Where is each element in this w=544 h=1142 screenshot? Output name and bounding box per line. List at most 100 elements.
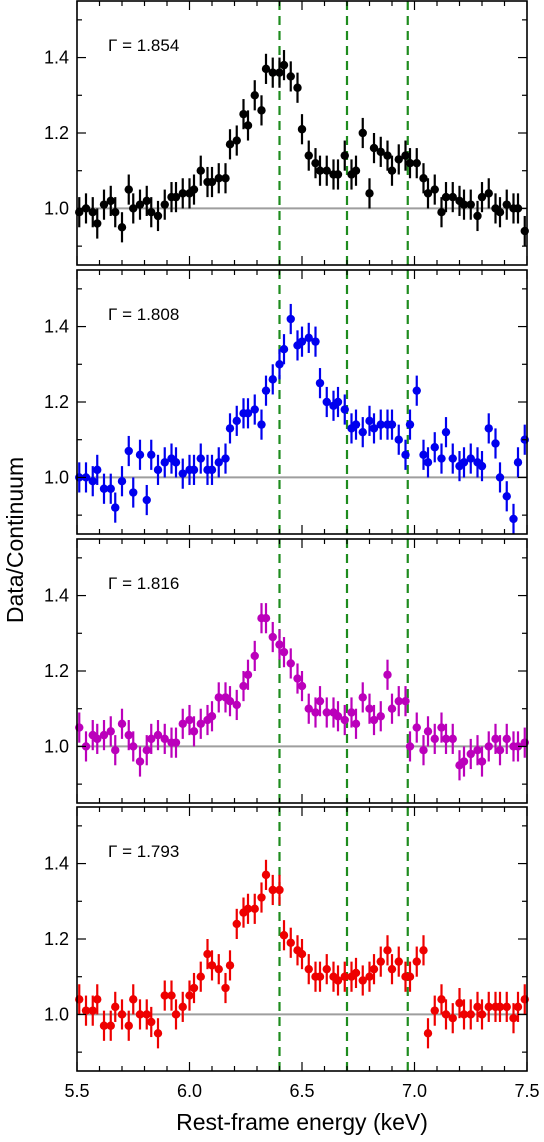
data-point (387, 964, 397, 974)
data-point (135, 1010, 145, 1019)
data-point (117, 719, 127, 728)
data-point (405, 972, 415, 981)
data-point (147, 208, 156, 217)
data-point (93, 995, 102, 1004)
data-point (297, 337, 307, 346)
data-point (430, 734, 439, 744)
x-tick-label: 5.5 (64, 1081, 89, 1101)
data-point (333, 976, 343, 985)
data-point (365, 972, 374, 981)
y-tick-label: 1.4 (44, 854, 69, 874)
data-point (387, 166, 397, 175)
data-point (214, 458, 223, 467)
data-point (106, 727, 115, 736)
data-point (333, 170, 343, 179)
data-point (243, 670, 253, 679)
data-point (214, 964, 223, 974)
data-point (178, 719, 187, 728)
data-point (250, 904, 259, 914)
data-point (311, 158, 320, 168)
data-point (441, 734, 451, 744)
x-tick-label: 7.5 (514, 1081, 539, 1101)
data-point (243, 409, 253, 418)
data-point (423, 1029, 433, 1038)
data-point (275, 885, 284, 895)
data-point (484, 189, 493, 198)
data-point (147, 734, 156, 744)
data-point (207, 961, 217, 970)
data-point (239, 681, 248, 691)
y-tick-label: 1.0 (44, 467, 69, 487)
data-point (423, 458, 433, 467)
data-point (142, 495, 151, 505)
data-point (268, 375, 277, 384)
data-point (275, 360, 284, 369)
data-point (279, 60, 289, 70)
data-point (459, 200, 469, 209)
data-point (268, 632, 277, 642)
data-point (297, 949, 307, 959)
data-point (351, 166, 361, 175)
data-point (196, 454, 205, 463)
data-point (124, 185, 133, 194)
data-point (178, 1002, 187, 1012)
data-point (106, 196, 115, 206)
data-point (394, 155, 403, 164)
data-point (405, 158, 415, 168)
data-point (466, 1010, 475, 1019)
data-point (311, 708, 320, 717)
data-point (340, 405, 349, 414)
data-point (419, 450, 428, 459)
data-point (268, 68, 277, 77)
data-point (495, 208, 505, 217)
data-point (473, 1002, 482, 1012)
data-point (261, 386, 271, 395)
data-point (430, 443, 439, 452)
data-point (129, 488, 138, 497)
data-point (88, 208, 97, 217)
data-point (160, 734, 169, 744)
data-point (189, 727, 199, 736)
data-point (412, 158, 421, 168)
data-point (437, 208, 446, 217)
data-point (304, 704, 313, 713)
data-point (142, 196, 151, 206)
data-point (315, 378, 325, 388)
data-point (286, 72, 295, 81)
data-point (304, 964, 313, 974)
data-point (135, 450, 145, 459)
data-point (466, 200, 475, 209)
data-point (196, 166, 205, 175)
data-point (340, 972, 349, 981)
data-point (261, 614, 271, 623)
data-point (412, 386, 421, 395)
data-point (243, 121, 253, 130)
data-point (412, 723, 421, 732)
data-point (293, 674, 302, 683)
data-point (279, 345, 289, 354)
data-point (315, 972, 325, 981)
data-point (437, 995, 446, 1004)
data-point (111, 208, 120, 217)
data-point (437, 723, 446, 732)
data-point (383, 670, 392, 679)
x-tick-label: 6.5 (289, 1081, 314, 1101)
y-tick-label: 1.2 (44, 392, 69, 412)
data-point (268, 885, 277, 895)
panel-gamma-label: Γ = 1.793 (108, 842, 179, 861)
data-point (513, 458, 523, 467)
data-point (189, 983, 199, 993)
y-tick-label: 1.4 (44, 317, 69, 337)
data-point (322, 166, 331, 175)
data-point (124, 1021, 133, 1030)
data-point (117, 1010, 127, 1019)
data-point (232, 700, 241, 710)
data-point (502, 1002, 511, 1012)
data-point (239, 109, 248, 119)
data-point (286, 314, 295, 324)
data-point (495, 473, 505, 482)
data-point (448, 1014, 457, 1023)
data-point (387, 704, 397, 713)
data-point (419, 746, 428, 755)
data-point (142, 1010, 151, 1019)
